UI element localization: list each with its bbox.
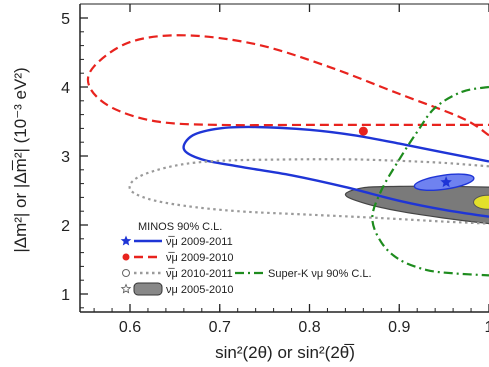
y-tick-label: 4	[61, 80, 70, 97]
best-fit-star	[120, 283, 132, 294]
contour-dashed	[86, 34, 489, 137]
x-tick-label: 0.8	[298, 319, 320, 336]
x-tick-label: 0.7	[209, 319, 231, 336]
contour-solid	[182, 125, 489, 218]
y-tick-label: 1	[61, 287, 70, 304]
x-tick-label: 0.6	[119, 319, 141, 336]
x-tick-label: 1	[485, 319, 489, 336]
tick-layer: 0.6 0.7 0.8 0.9 1 1 2 3 4 5	[61, 4, 489, 336]
contour-dotted	[128, 158, 489, 225]
legend-label: ν̅μ 2010-2011	[166, 268, 233, 280]
contour-dashdot	[371, 85, 489, 277]
legend-label-superk: Super-K νμ 90% C.L.	[268, 268, 372, 280]
y-tick-label: 3	[61, 149, 70, 166]
legend-marker	[122, 253, 130, 261]
y-tick-label: 5	[61, 11, 70, 28]
y-axis-title: |Δm²| or |Δm̅²| (10⁻³ eV²)	[11, 67, 30, 252]
legend-title: MINOS 90% C.L.	[138, 221, 222, 233]
y-tick-label: 2	[61, 218, 70, 235]
legend-label: ν̅μ 2009-2010	[166, 252, 234, 264]
legend: MINOS 90% C.L. ν̅μ 2009-2011 ν̅μ 2009-201…	[120, 221, 372, 296]
best-fit-red-point	[358, 126, 368, 136]
best-fit-star	[120, 235, 132, 246]
legend-label: ν̅μ 2009-2011	[166, 236, 233, 248]
contour-layer	[86, 34, 489, 277]
x-tick-label: 0.9	[388, 319, 410, 336]
legend-marker	[122, 269, 130, 277]
x-axis-title: sin²(2θ) or sin²(2θ̅)	[215, 343, 355, 362]
best-fit-star	[440, 176, 452, 188]
yellow-region	[473, 194, 489, 210]
legend-label: νμ 2005-2010	[166, 284, 234, 296]
legend-swatch	[133, 282, 163, 296]
